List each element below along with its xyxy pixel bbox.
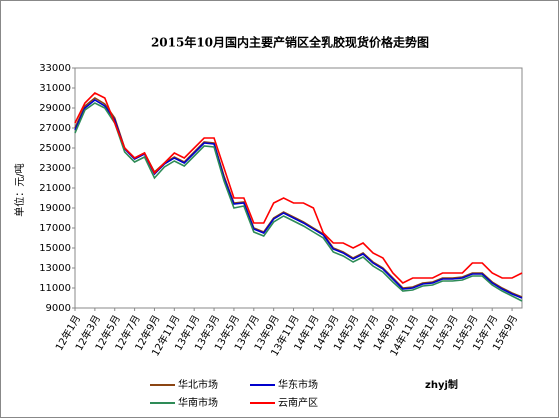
legend-label: 云南产区	[278, 396, 318, 409]
y-tick-label: 25000	[39, 143, 71, 154]
legend-label: 华北市场	[178, 378, 218, 391]
y-tick-label: 13000	[39, 263, 71, 274]
y-tick-label: 29000	[39, 103, 71, 114]
y-tick-label: 17000	[39, 223, 71, 234]
legend-label: 华南市场	[178, 396, 218, 409]
y-tick-label: 23000	[39, 163, 71, 174]
y-tick-label: 11000	[39, 283, 71, 294]
credit: zhyj制	[425, 378, 458, 391]
y-tick-label: 21000	[39, 183, 71, 194]
y-tick-label: 15000	[39, 243, 71, 254]
y-tick-label: 31000	[39, 83, 71, 94]
series-line	[74, 102, 523, 302]
y-axis-label: 单位：元/吨	[13, 163, 26, 216]
legend-label: 华东市场	[278, 378, 318, 391]
y-tick-label: 33000	[39, 63, 71, 74]
y-tick-label: 27000	[39, 123, 71, 134]
y-tick-label: 19000	[39, 203, 71, 214]
y-tick-label: 9000	[46, 303, 71, 314]
chart-title: 2015年10月国内主要产销区全乳胶现货价格走势图	[151, 35, 429, 50]
series-line	[74, 92, 523, 284]
